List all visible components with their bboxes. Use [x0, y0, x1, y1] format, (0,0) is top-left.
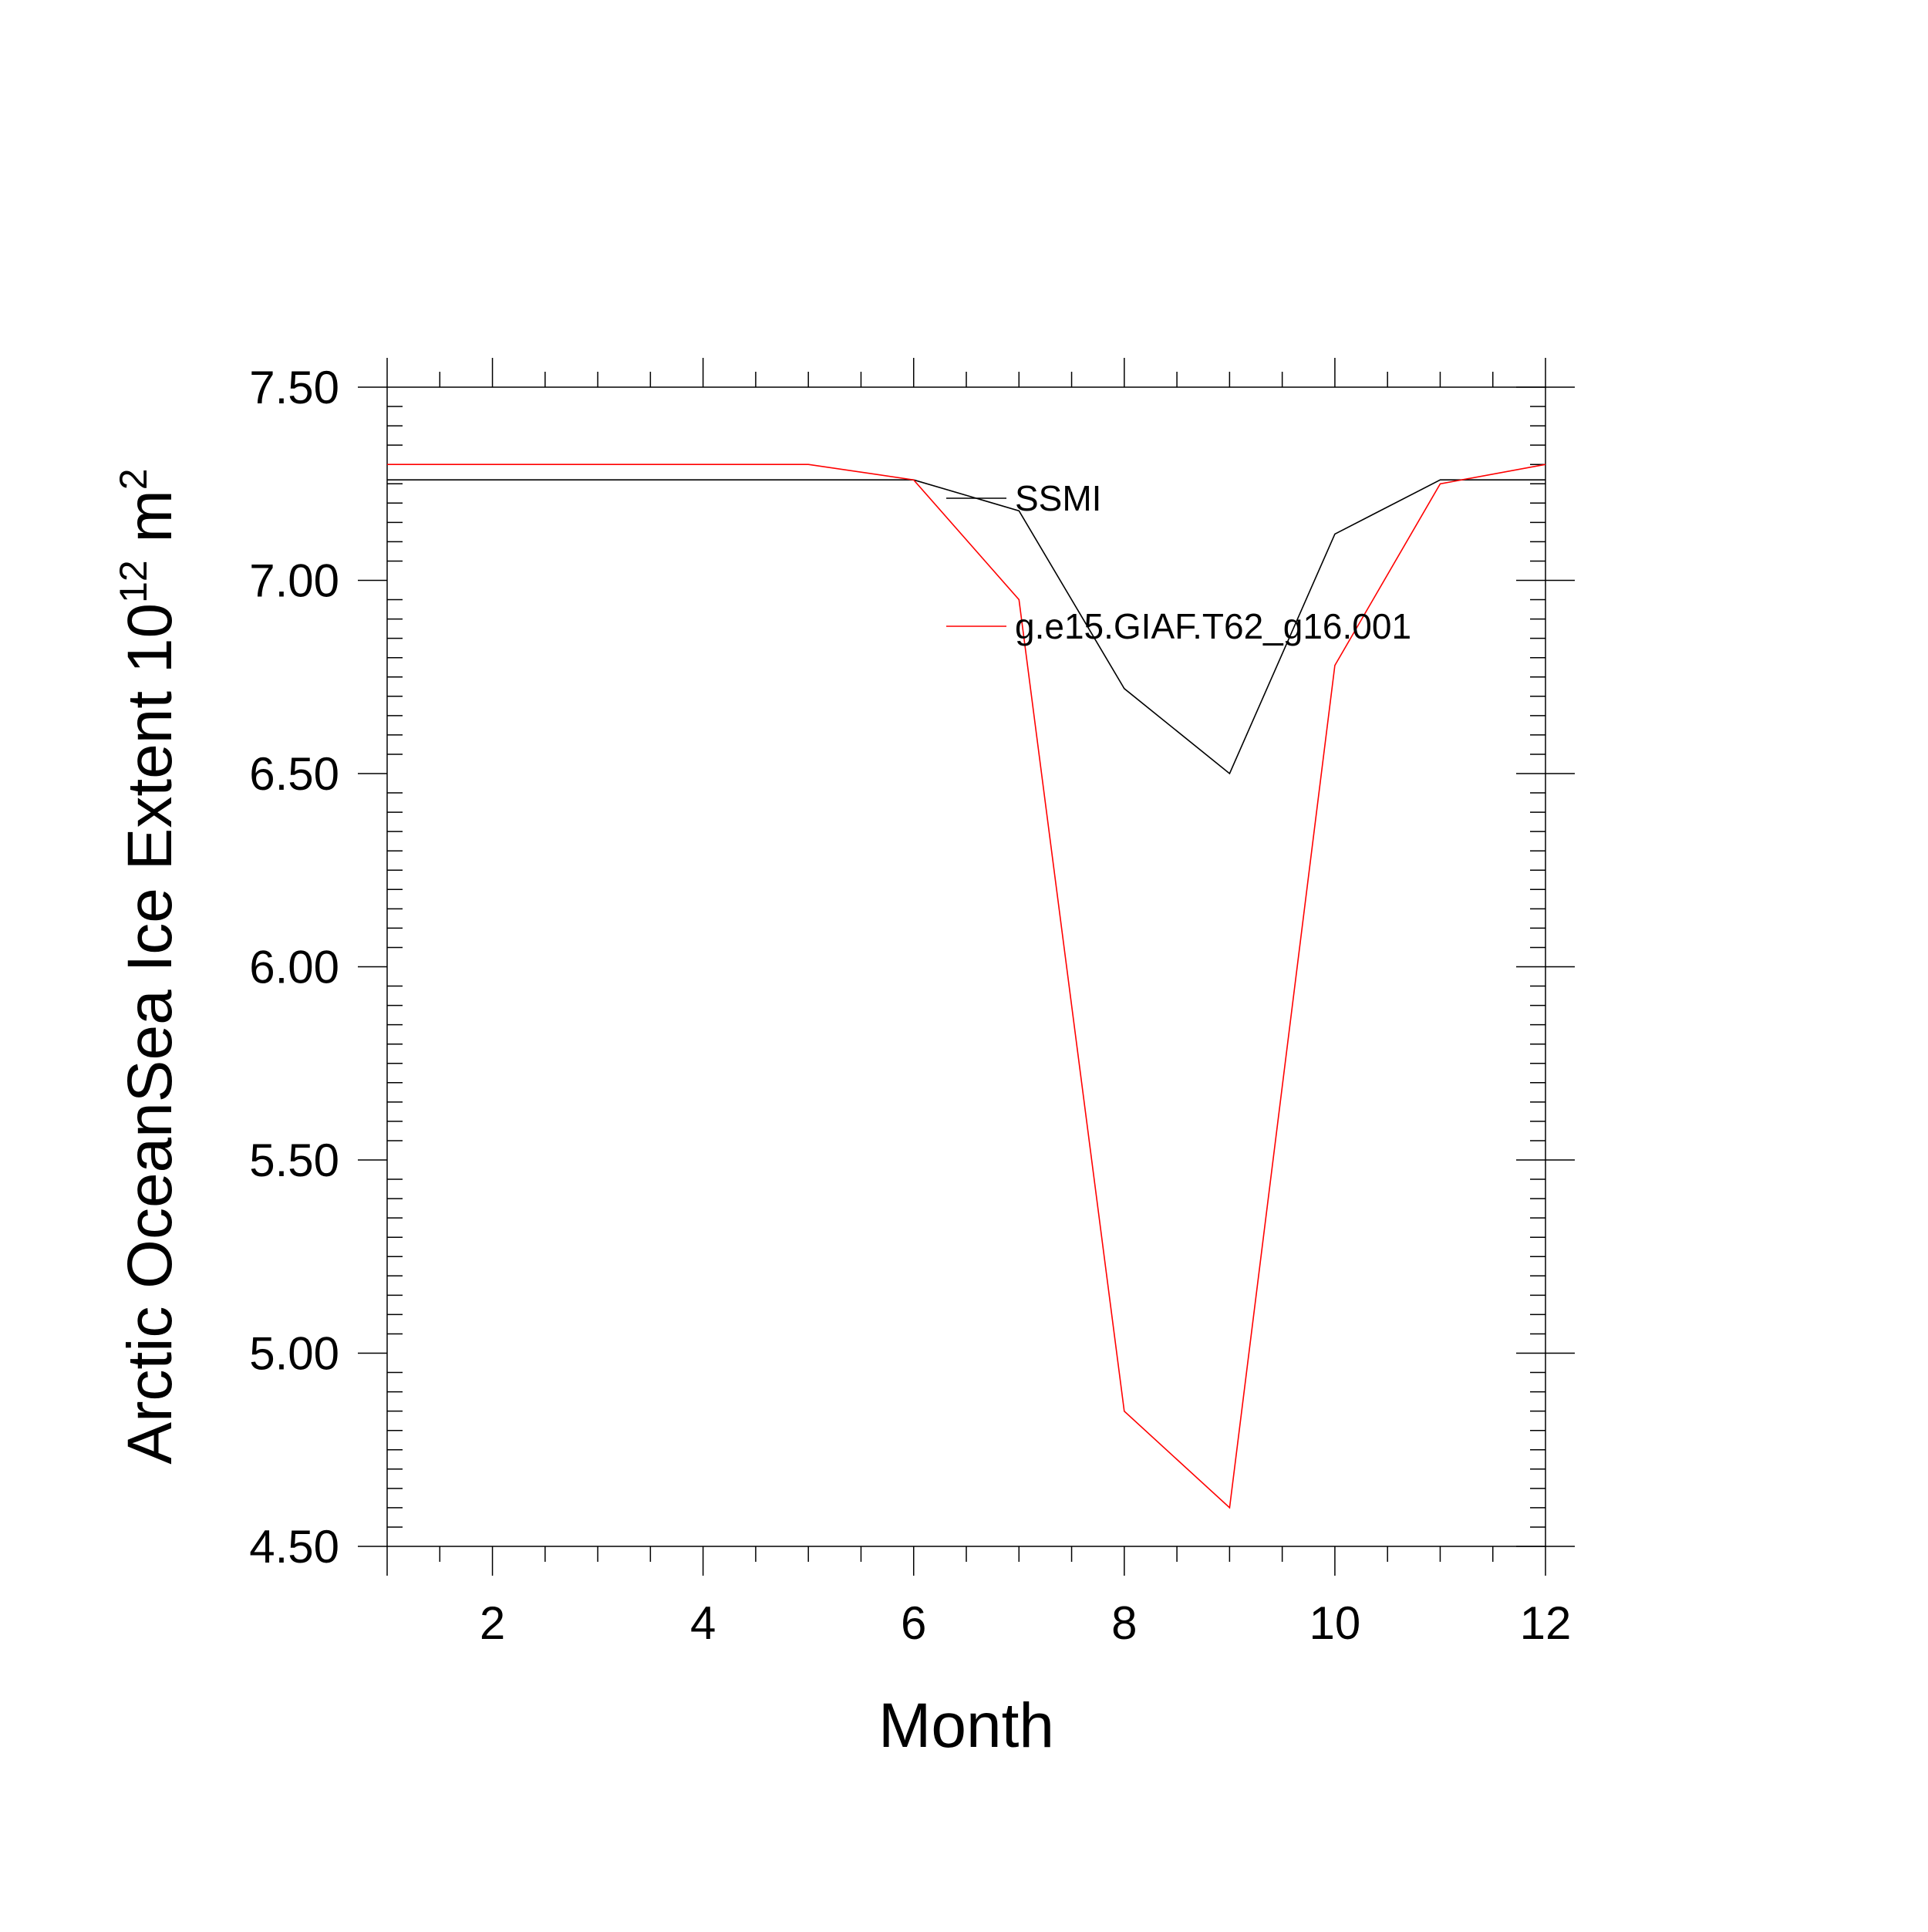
x-tick-labels: 2 4 6 8 10 12	[480, 1597, 1572, 1649]
series-line-g.e15.GIAF.T62_g16.001	[387, 464, 1546, 1509]
series-lines	[387, 464, 1546, 1509]
y-tick-label: 6.00	[249, 942, 339, 993]
y-tick-label: 6.50	[249, 748, 339, 800]
y-axis-title-exponent: 12	[112, 560, 155, 603]
y-tick-label: 7.00	[249, 555, 339, 607]
plot-frame	[386, 386, 1546, 1547]
y-tick-labels: 4.50 5.00 5.50 6.00 6.50 7.00 7.50	[249, 362, 339, 1573]
ticks	[358, 358, 1575, 1576]
y-tick-label: 7.50	[249, 362, 339, 413]
y-axis-title-base: Arctic OceanSea Ice Extent 10	[115, 603, 185, 1465]
y-axis-title-unit: m	[115, 490, 185, 560]
y-axis-title-unit-exponent: 2	[112, 468, 155, 490]
x-tick-label: 2	[480, 1597, 505, 1649]
x-axis-title: Month	[878, 1691, 1054, 1761]
y-tick-label: 5.50	[249, 1135, 339, 1186]
x-tick-label: 6	[901, 1597, 926, 1649]
y-tick-label: 5.00	[249, 1328, 339, 1380]
legend-label: g.e15.GIAF.T62_g16.001	[1015, 606, 1411, 646]
x-tick-label: 4	[690, 1597, 716, 1649]
series-line-SSMI	[387, 479, 1545, 775]
y-axis-title: Arctic OceanSea Ice Extent 1012 m2	[112, 468, 185, 1464]
legend-label: SSMI	[1015, 478, 1101, 518]
x-tick-label: 8	[1111, 1597, 1137, 1649]
x-tick-label: 10	[1309, 1597, 1361, 1649]
legend: SSMI g.e15.GIAF.T62_g16.001	[946, 478, 1411, 646]
y-tick-label: 4.50	[249, 1521, 339, 1573]
x-tick-label: 12	[1520, 1597, 1572, 1649]
